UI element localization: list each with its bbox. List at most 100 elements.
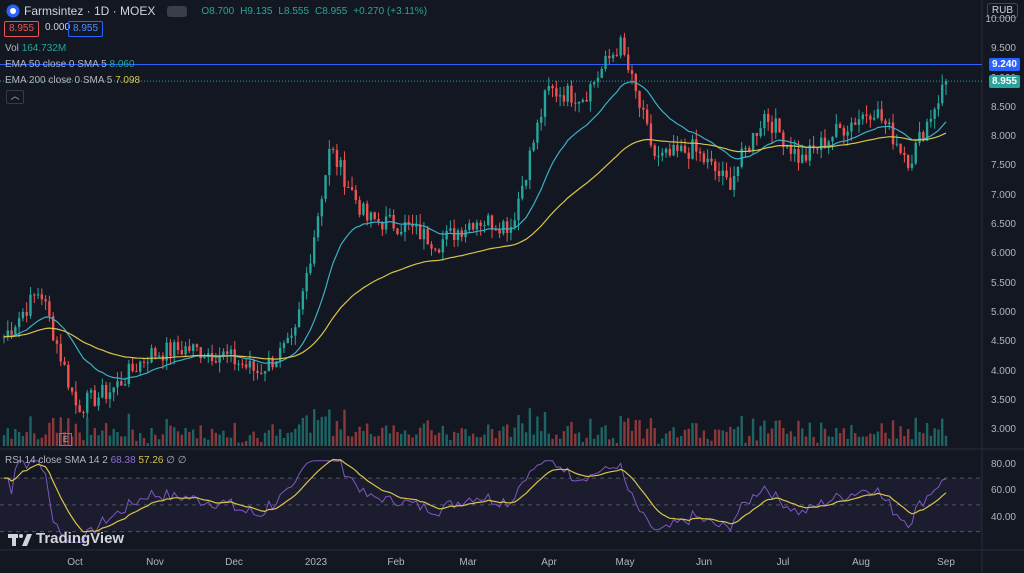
volume-bar bbox=[490, 428, 494, 446]
volume-bar bbox=[131, 429, 134, 446]
volume-bar bbox=[543, 412, 547, 446]
volume-bar bbox=[570, 421, 573, 446]
candle-body bbox=[282, 343, 286, 349]
candle-body bbox=[543, 90, 547, 117]
collapse-legend-button[interactable]: ︿ bbox=[6, 90, 24, 104]
volume-bar bbox=[203, 437, 206, 446]
volume-bar bbox=[668, 431, 672, 446]
volume-bar bbox=[505, 424, 509, 446]
volume-bar bbox=[801, 428, 804, 446]
volume-bar bbox=[835, 427, 838, 446]
candle-body bbox=[290, 335, 293, 338]
candle-body bbox=[229, 349, 233, 354]
ema200-legend[interactable]: EMA 200 close 0 SMA 5 7.098 bbox=[5, 75, 141, 86]
volume-legend[interactable]: Vol 164.732M bbox=[5, 43, 67, 54]
spread-value: 0.000 bbox=[45, 22, 71, 33]
volume-bar bbox=[619, 415, 622, 446]
volume-bar bbox=[729, 426, 732, 446]
volume-bar bbox=[335, 420, 339, 446]
candle-body bbox=[778, 118, 781, 133]
volume-bar bbox=[774, 420, 777, 446]
volume-bar bbox=[679, 436, 683, 446]
price-tick-label: 5.500 bbox=[990, 277, 1016, 289]
volume-bar bbox=[691, 423, 694, 446]
time-tick-label: Aug bbox=[852, 557, 870, 568]
price-tick-label: 7.500 bbox=[990, 160, 1016, 172]
volume-bar bbox=[623, 421, 626, 446]
candle-body bbox=[774, 118, 777, 133]
price-tick-label: 5.000 bbox=[990, 307, 1016, 319]
candle-body bbox=[17, 318, 21, 328]
candle-body bbox=[347, 186, 350, 188]
volume-bar bbox=[248, 435, 252, 446]
price-tick-label: 9.500 bbox=[990, 43, 1016, 55]
rsi-sma-line bbox=[4, 458, 947, 533]
candle-body bbox=[188, 346, 191, 351]
candle-body bbox=[732, 176, 736, 190]
volume-bar bbox=[910, 439, 914, 446]
candle-body bbox=[861, 114, 864, 120]
candle-body bbox=[937, 103, 940, 110]
volume-bar bbox=[785, 433, 789, 446]
currency-selector[interactable]: RUB bbox=[986, 3, 1018, 18]
rsi-legend[interactable]: RSI 14 close SMA 14 2 68.38 57.26 ∅ ∅ bbox=[5, 455, 187, 466]
ema50-legend[interactable]: EMA 50 close 0 SMA 5 8.060 bbox=[5, 59, 135, 70]
candle-body bbox=[869, 115, 872, 120]
candle-body bbox=[490, 215, 494, 230]
candle-body bbox=[517, 198, 520, 221]
volume-bar bbox=[509, 436, 513, 446]
volume-bar bbox=[263, 432, 267, 446]
price-tick-label: 8.000 bbox=[990, 131, 1016, 143]
candle-body bbox=[751, 132, 755, 152]
candle-body bbox=[521, 185, 524, 199]
volume-bar bbox=[819, 422, 823, 446]
volume-bar bbox=[766, 433, 770, 446]
volume-bar bbox=[290, 432, 293, 446]
candle-body bbox=[483, 224, 486, 226]
candle-body bbox=[449, 228, 452, 231]
candle-body bbox=[714, 161, 717, 172]
volume-bar bbox=[415, 434, 418, 446]
candle-body bbox=[729, 177, 732, 190]
buy-price-box[interactable]: 8.955 bbox=[68, 21, 104, 37]
events-button[interactable]: E bbox=[59, 433, 72, 446]
candle-body bbox=[668, 148, 672, 156]
volume-bar bbox=[706, 438, 709, 446]
candle-body bbox=[150, 348, 153, 363]
candle-body bbox=[691, 139, 694, 159]
volume-bar bbox=[494, 438, 498, 446]
volume-bar bbox=[328, 409, 331, 446]
time-tick-label: Oct bbox=[67, 557, 83, 568]
volume-bar bbox=[475, 436, 479, 446]
volume-bar bbox=[846, 438, 849, 446]
candle-body bbox=[816, 148, 819, 150]
candle-body bbox=[842, 128, 846, 136]
volume-bar bbox=[82, 440, 85, 446]
volume-bar bbox=[804, 436, 808, 446]
candle-body bbox=[471, 223, 475, 230]
candle-body bbox=[562, 95, 566, 102]
volume-bar bbox=[63, 431, 66, 446]
symbol-title[interactable]: Farmsintez · 1D · MOEX bbox=[24, 4, 156, 18]
volume-bar bbox=[842, 428, 846, 446]
candle-body bbox=[210, 353, 214, 362]
visibility-toggle-icon[interactable] bbox=[167, 5, 188, 17]
candle-body bbox=[638, 91, 641, 108]
sell-price-box[interactable]: 8.955 bbox=[4, 21, 40, 37]
candle-body bbox=[933, 109, 936, 119]
candle-body bbox=[97, 397, 100, 406]
candle-body bbox=[165, 342, 168, 361]
volume-bar bbox=[229, 437, 233, 446]
candle-body bbox=[906, 155, 910, 168]
volume-bar bbox=[627, 418, 630, 446]
volume-bar bbox=[260, 441, 263, 446]
volume-bar bbox=[218, 434, 221, 446]
candle-body bbox=[895, 143, 899, 145]
price-tick-label: 6.000 bbox=[990, 248, 1016, 260]
candle-body bbox=[343, 160, 346, 187]
volume-bar bbox=[138, 433, 142, 446]
candle-body bbox=[623, 37, 626, 55]
candle-body bbox=[558, 95, 562, 97]
volume-bar bbox=[812, 437, 815, 446]
